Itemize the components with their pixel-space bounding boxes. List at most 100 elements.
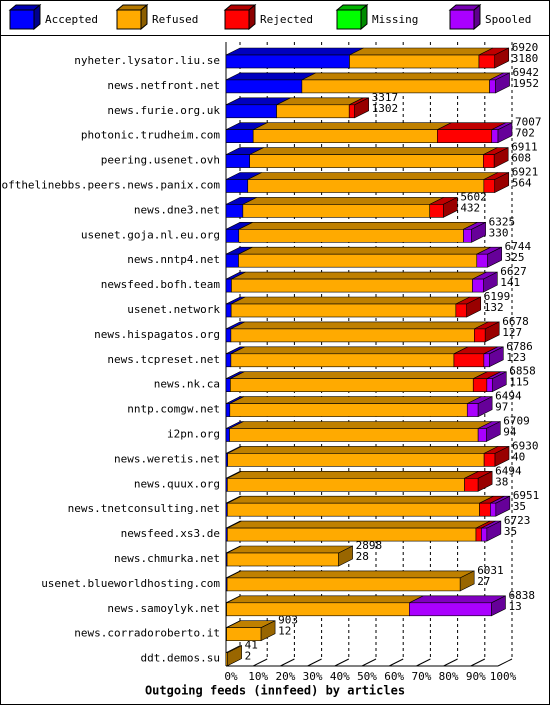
tick-mark bbox=[307, 658, 322, 667]
y-tick-label: usenet.network bbox=[127, 303, 220, 316]
x-tick-label: 10% bbox=[248, 670, 268, 683]
x-tick-label: 100% bbox=[490, 670, 517, 683]
accepted-label: 115 bbox=[509, 376, 529, 389]
bar-top bbox=[227, 470, 479, 479]
bar-front bbox=[466, 403, 479, 417]
y-tick-label: endofthelinebbs.peers.news.panix.com bbox=[0, 179, 220, 192]
y-tick-label: news.nk.ca bbox=[154, 378, 220, 391]
bar-segment bbox=[230, 371, 488, 393]
legend-label: Missing bbox=[372, 13, 418, 26]
legend-swatch bbox=[224, 9, 250, 30]
bar-front bbox=[225, 179, 249, 193]
bar-front bbox=[479, 502, 491, 517]
bar-segment bbox=[227, 470, 479, 492]
bar-top bbox=[230, 371, 488, 380]
legend-swatch bbox=[9, 9, 35, 30]
y-tick-label: news.hispagatos.org bbox=[94, 328, 220, 341]
bar-side bbox=[260, 620, 276, 642]
y-tick-label: photonic.trudheim.com bbox=[81, 129, 220, 142]
bar-front bbox=[464, 477, 479, 492]
y-tick-label: nyheter.lysator.liu.se bbox=[74, 54, 220, 67]
y-tick-label: nntp.comgw.net bbox=[127, 403, 220, 416]
bar-front bbox=[225, 129, 254, 143]
bar-segment bbox=[230, 296, 470, 318]
bar-top bbox=[229, 396, 482, 404]
bar-front bbox=[252, 129, 438, 143]
tick-mark bbox=[443, 658, 458, 667]
y-tick-label: news.samoylyk.net bbox=[107, 602, 220, 615]
offered-label: 6031 bbox=[477, 564, 504, 577]
offered-label: 41 bbox=[245, 639, 258, 652]
offered-label: 6494 bbox=[495, 390, 522, 403]
bar-segment bbox=[227, 446, 499, 467]
y-tick-label: news.weretis.net bbox=[114, 452, 220, 465]
offered-label: 6723 bbox=[504, 514, 531, 527]
offered-label: 6930 bbox=[512, 439, 539, 452]
offered-label: 6678 bbox=[502, 315, 529, 328]
bar-segment bbox=[229, 396, 482, 417]
bar-segment bbox=[226, 570, 475, 592]
offered-label: 6858 bbox=[509, 365, 535, 378]
offered-label: 6627 bbox=[500, 265, 527, 278]
offered-label: 5602 bbox=[460, 190, 487, 203]
bar-side bbox=[459, 570, 475, 592]
bar-side bbox=[466, 296, 482, 318]
bar-front bbox=[225, 54, 350, 69]
offered-label: 6325 bbox=[489, 215, 515, 228]
offered-label: 6786 bbox=[506, 340, 533, 353]
bar-front bbox=[489, 79, 496, 94]
bar-front bbox=[483, 453, 496, 467]
accepted-label: 123 bbox=[506, 351, 526, 364]
bar-front bbox=[463, 229, 472, 243]
accepted-label: 27 bbox=[477, 575, 490, 588]
tick-mark bbox=[416, 658, 431, 667]
bar-side bbox=[483, 271, 498, 293]
bar-segment bbox=[225, 97, 291, 119]
y-tick-label: usenet.goja.nl.eu.org bbox=[81, 228, 220, 241]
y-tick-label: newsfeed.bofh.team bbox=[101, 278, 221, 291]
bar-segment bbox=[226, 595, 424, 617]
bar-top bbox=[230, 346, 469, 355]
offered-label: 7007 bbox=[515, 116, 542, 129]
legend-swatch-side bbox=[248, 3, 256, 31]
bar-front bbox=[478, 54, 496, 69]
bar-side bbox=[477, 470, 493, 492]
legend-swatch-side bbox=[33, 3, 41, 31]
bar-front bbox=[481, 527, 488, 542]
bar-segment bbox=[409, 595, 506, 617]
accepted-label: 702 bbox=[515, 127, 535, 140]
bar-top bbox=[227, 495, 494, 504]
bar-top bbox=[226, 570, 475, 579]
bar-top bbox=[238, 246, 491, 255]
bar-segment bbox=[226, 545, 353, 567]
bar-front bbox=[483, 353, 490, 368]
bar-side bbox=[494, 47, 510, 69]
bar-front bbox=[230, 328, 475, 343]
accepted-label: 325 bbox=[505, 251, 525, 264]
bar-segment bbox=[478, 47, 509, 69]
bar-top bbox=[225, 72, 317, 81]
bar-front bbox=[242, 204, 431, 218]
offered-label: 6951 bbox=[513, 489, 540, 502]
bar-front bbox=[225, 403, 231, 417]
bar-front bbox=[486, 378, 493, 393]
bar-segment bbox=[348, 97, 369, 119]
y-tick-label: news.dne3.net bbox=[134, 203, 220, 216]
bar-front bbox=[348, 104, 355, 119]
bar-front bbox=[229, 403, 468, 417]
chart-title: Outgoing feeds (innfeed) by articles bbox=[145, 684, 405, 698]
bar-side bbox=[495, 495, 511, 517]
accepted-label: 132 bbox=[484, 301, 504, 314]
offered-label: 2898 bbox=[356, 539, 383, 552]
accepted-label: 28 bbox=[356, 550, 369, 563]
bar-side bbox=[488, 346, 504, 368]
tick-mark bbox=[361, 658, 377, 667]
bar-segment bbox=[472, 371, 501, 393]
bar-front bbox=[226, 552, 339, 567]
bar-front bbox=[225, 253, 239, 268]
bar-front bbox=[409, 602, 492, 617]
bar-front bbox=[225, 328, 232, 343]
legend-label: Accepted bbox=[45, 13, 98, 26]
legend-label: Spooled bbox=[485, 13, 531, 26]
x-tick-label: 80% bbox=[439, 670, 459, 683]
